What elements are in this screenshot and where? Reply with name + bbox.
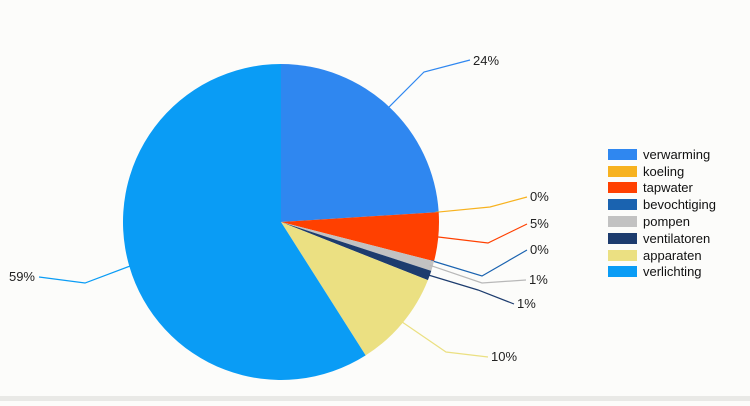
legend-swatch-tapwater bbox=[608, 182, 637, 194]
leader-line-apparaten bbox=[399, 320, 489, 358]
data-label-tapwater: 5% bbox=[530, 216, 549, 231]
legend-item-tapwater: tapwater bbox=[608, 180, 716, 197]
leader-line-pompen bbox=[429, 264, 527, 284]
data-label-verwarming: 24% bbox=[473, 53, 499, 68]
data-label-bevochtiging: 0% bbox=[530, 242, 549, 257]
legend-item-pompen: pompen bbox=[608, 213, 716, 230]
legend-item-verwarming: verwarming bbox=[608, 146, 716, 163]
pie-slice-verlichting bbox=[122, 64, 366, 380]
data-label-verlichting: 59% bbox=[9, 269, 35, 284]
leader-line-tapwater bbox=[435, 223, 528, 244]
legend-label-apparaten: apparaten bbox=[643, 247, 702, 263]
legend-label-pompen: pompen bbox=[643, 214, 690, 230]
pie-slice-ventilatoren bbox=[281, 222, 432, 281]
data-label-ventilatoren: 1% bbox=[517, 296, 536, 311]
leader-line-ventilatoren bbox=[426, 273, 515, 305]
legend-swatch-verlichting bbox=[608, 266, 637, 278]
legend-label-verwarming: verwarming bbox=[643, 146, 711, 162]
legend-label-koeling: koeling bbox=[643, 163, 685, 179]
legend-swatch-bevochtiging bbox=[608, 199, 637, 211]
legend-item-verlichting: verlichting bbox=[608, 264, 716, 281]
pie-slice-pompen bbox=[281, 222, 435, 271]
legend-item-ventilatoren: ventilatoren bbox=[608, 230, 716, 247]
data-label-pompen: 1% bbox=[529, 272, 548, 287]
legend-label-ventilatoren: ventilatoren bbox=[643, 230, 711, 246]
data-label-apparaten: 10% bbox=[491, 349, 517, 364]
pie-slice-tapwater bbox=[281, 212, 440, 262]
legend-label-tapwater: tapwater bbox=[643, 180, 693, 196]
leader-line-koeling bbox=[435, 196, 528, 213]
legend-swatch-ventilatoren bbox=[608, 232, 637, 244]
legend-item-koeling: koeling bbox=[608, 163, 716, 180]
legend-swatch-verwarming bbox=[608, 148, 637, 160]
chart-legend: verwarming koeling tapwater bevochtiging pom… bbox=[608, 146, 716, 280]
pie-slice-apparaten bbox=[281, 222, 428, 356]
leader-line-verlichting bbox=[38, 264, 133, 284]
legend-swatch-apparaten bbox=[608, 249, 637, 261]
data-label-koeling: 0% bbox=[530, 189, 549, 204]
pie-slice-verwarming bbox=[281, 64, 439, 222]
bottom-scrollbar-strip bbox=[0, 396, 750, 401]
legend-label-bevochtiging: bevochtiging bbox=[643, 197, 716, 213]
leader-line-verwarming bbox=[386, 59, 471, 110]
leader-line-bevochtiging bbox=[430, 249, 528, 277]
legend-swatch-koeling bbox=[608, 165, 637, 177]
legend-item-bevochtiging: bevochtiging bbox=[608, 196, 716, 213]
legend-swatch-pompen bbox=[608, 216, 637, 228]
legend-label-verlichting: verlichting bbox=[643, 264, 702, 280]
legend-item-apparaten: apparaten bbox=[608, 247, 716, 264]
